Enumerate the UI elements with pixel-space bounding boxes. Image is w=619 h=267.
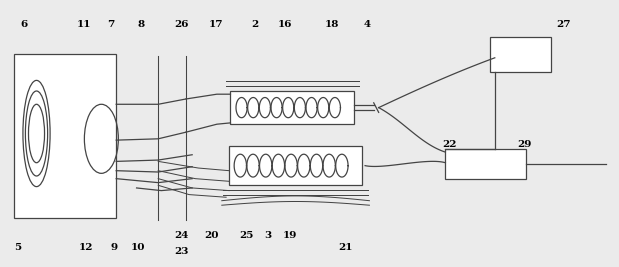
Text: 3: 3 <box>264 231 271 240</box>
Text: 9: 9 <box>110 243 117 252</box>
Text: 24: 24 <box>174 231 188 240</box>
Bar <box>229 146 362 185</box>
Text: 27: 27 <box>556 20 571 29</box>
Text: 6: 6 <box>20 20 28 29</box>
Text: 8: 8 <box>138 20 145 29</box>
Text: 7: 7 <box>107 20 115 29</box>
Text: 20: 20 <box>205 231 219 240</box>
Text: 19: 19 <box>282 231 297 240</box>
Text: 22: 22 <box>442 140 456 149</box>
Text: 21: 21 <box>338 243 353 252</box>
Bar <box>14 54 116 218</box>
Text: 12: 12 <box>79 243 93 252</box>
Text: 5: 5 <box>14 243 22 252</box>
Text: 10: 10 <box>131 243 145 252</box>
Text: 25: 25 <box>240 231 254 240</box>
Text: 16: 16 <box>277 20 292 29</box>
Bar <box>490 37 551 72</box>
Bar <box>230 91 354 124</box>
Text: 4: 4 <box>364 20 371 29</box>
Bar <box>446 150 526 179</box>
Text: 18: 18 <box>324 20 339 29</box>
Text: 23: 23 <box>174 247 188 256</box>
Text: 17: 17 <box>209 20 223 29</box>
Text: 26: 26 <box>174 20 188 29</box>
Text: 2: 2 <box>251 20 259 29</box>
Text: 11: 11 <box>77 20 92 29</box>
Text: 29: 29 <box>517 140 532 149</box>
